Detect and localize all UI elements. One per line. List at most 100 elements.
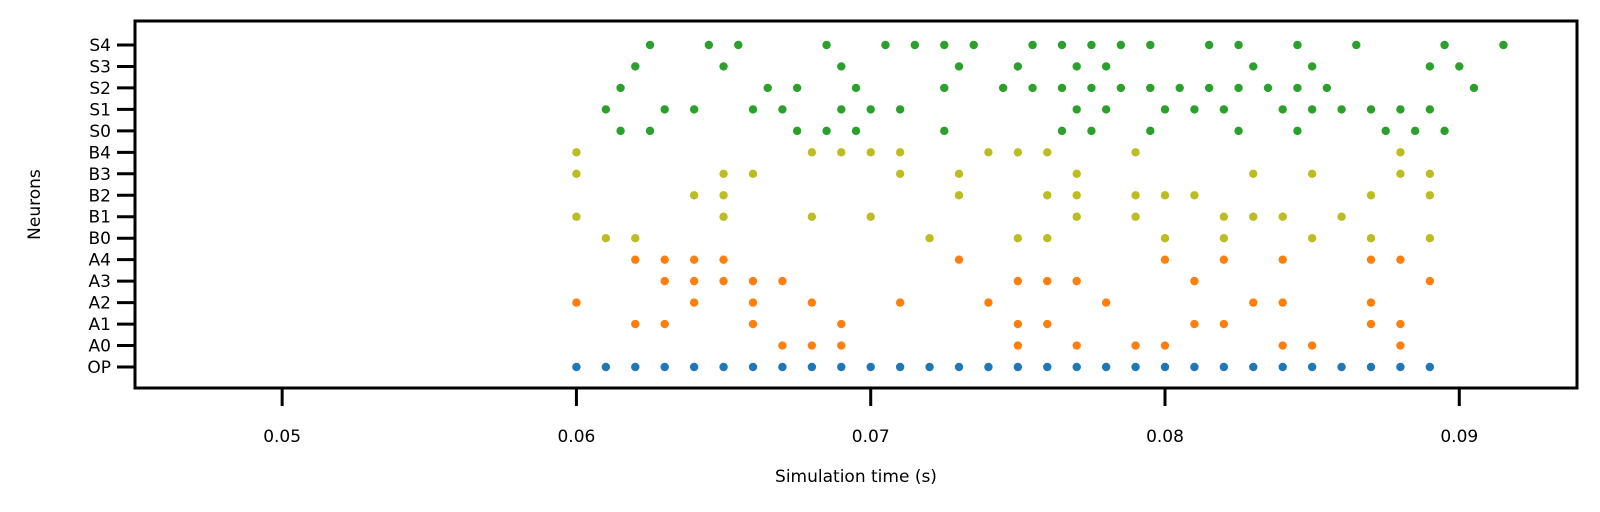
spike-point-s1 xyxy=(1278,105,1287,114)
spike-point-b3 xyxy=(572,169,581,178)
spike-point-s1 xyxy=(837,105,846,114)
plot-frame xyxy=(133,19,1579,390)
spike-point-s3 xyxy=(837,62,846,71)
spike-point-s4 xyxy=(1028,40,1037,50)
spike-point-op xyxy=(925,362,934,372)
spike-point-s0 xyxy=(1057,126,1067,136)
spike-point-a2 xyxy=(984,298,993,307)
spike-point-b4 xyxy=(984,148,993,157)
spike-point-op xyxy=(866,362,875,372)
spike-point-s2 xyxy=(1263,83,1273,93)
spike-point-a0 xyxy=(837,341,846,350)
spike-point-a3 xyxy=(719,276,728,286)
spike-point-s0 xyxy=(616,126,625,136)
spike-point-b0 xyxy=(1160,234,1170,243)
spike-point-a3 xyxy=(1043,276,1052,286)
spike-point-s4 xyxy=(1440,40,1449,50)
spike-point-s3 xyxy=(1425,62,1435,71)
spike-point-b1 xyxy=(719,212,728,221)
spike-point-a3 xyxy=(1013,276,1023,286)
spike-point-s4 xyxy=(704,40,714,50)
spike-point-s4 xyxy=(1087,40,1096,50)
spike-point-a4 xyxy=(689,255,699,264)
spike-point-a4 xyxy=(1160,255,1170,264)
spike-point-s4 xyxy=(1234,40,1243,50)
spike-point-s4 xyxy=(1204,40,1214,50)
y-tick-label-a3: A3 xyxy=(89,272,111,292)
y-tick-label-b2: B2 xyxy=(89,186,111,206)
spike-point-s2 xyxy=(998,83,1008,93)
spike-point-op xyxy=(1396,362,1405,372)
spike-point-b1 xyxy=(1278,212,1287,221)
spike-point-s2 xyxy=(763,83,772,93)
spike-point-s4 xyxy=(645,40,655,50)
y-tick-label-b1: B1 xyxy=(89,208,111,228)
spike-point-a2 xyxy=(807,298,817,307)
spike-point-op xyxy=(837,362,846,372)
spike-point-a3 xyxy=(778,276,787,286)
spike-point-b2 xyxy=(1190,191,1199,200)
spike-point-a1 xyxy=(748,319,758,329)
spike-point-a2 xyxy=(689,298,699,307)
y-tick-label-a1: A1 xyxy=(89,315,111,335)
y-tick-label-s4: S4 xyxy=(89,36,111,56)
spike-point-s1 xyxy=(1219,105,1229,114)
spike-point-op xyxy=(895,362,905,372)
spike-point-op xyxy=(1278,362,1287,372)
spike-point-b4 xyxy=(1013,148,1023,157)
spike-point-a0 xyxy=(1131,341,1140,350)
spike-point-a4 xyxy=(1366,255,1376,264)
spike-points xyxy=(572,40,1508,372)
spike-point-b3 xyxy=(719,169,728,178)
spike-point-a1 xyxy=(837,319,846,329)
spike-point-a1 xyxy=(631,319,640,329)
spike-point-a4 xyxy=(954,255,964,264)
spike-point-a1 xyxy=(1190,319,1199,329)
spike-point-a1 xyxy=(660,319,669,329)
spike-point-s3 xyxy=(719,62,728,71)
spike-point-s3 xyxy=(1072,62,1081,71)
spike-point-s4 xyxy=(1499,40,1508,50)
spike-point-s2 xyxy=(1204,83,1214,93)
y-tick-label-b0: B0 xyxy=(89,229,111,249)
spike-point-op xyxy=(954,362,964,372)
spike-point-op xyxy=(1366,362,1376,372)
y-tick-label-a0: A0 xyxy=(89,337,111,357)
spike-point-a1 xyxy=(1043,319,1052,329)
spike-point-s2 xyxy=(1234,83,1243,93)
spike-point-op xyxy=(1190,362,1199,372)
spike-point-b0 xyxy=(1013,234,1023,243)
spike-point-a4 xyxy=(660,255,669,264)
spike-point-op xyxy=(660,362,669,372)
spike-point-b0 xyxy=(601,234,611,243)
spike-point-b3 xyxy=(1307,169,1317,178)
spike-point-b4 xyxy=(807,148,817,157)
x-tick-label: 0.06 xyxy=(557,427,595,447)
spike-point-a2 xyxy=(748,298,758,307)
spike-point-s1 xyxy=(1190,105,1199,114)
spike-point-s0 xyxy=(822,126,831,136)
spike-point-s4 xyxy=(822,40,831,50)
x-axis-label: Simulation time (s) xyxy=(775,467,937,487)
x-tick-label: 0.08 xyxy=(1146,427,1184,447)
spike-point-b1 xyxy=(1219,212,1229,221)
x-axis-ticks: 0.05 0.06 0.07 0.08 0.09 xyxy=(263,388,1478,447)
spike-point-op xyxy=(1013,362,1023,372)
spike-point-op xyxy=(1072,362,1081,372)
spike-point-b3 xyxy=(1396,169,1405,178)
spike-point-s2 xyxy=(851,83,861,93)
spike-point-s1 xyxy=(895,105,905,114)
spike-point-s3 xyxy=(631,62,640,71)
spike-point-b2 xyxy=(719,191,728,200)
spike-point-a1 xyxy=(1366,319,1376,329)
spike-point-a3 xyxy=(1190,276,1199,286)
spike-point-s1 xyxy=(778,105,787,114)
spike-point-b0 xyxy=(631,234,640,243)
spike-point-a0 xyxy=(1307,341,1317,350)
x-tick-label: 0.07 xyxy=(852,427,890,447)
spike-point-b2 xyxy=(954,191,964,200)
y-tick-label-b4: B4 xyxy=(89,143,111,163)
spike-point-b3 xyxy=(1425,169,1435,178)
spike-point-op xyxy=(1101,362,1111,372)
